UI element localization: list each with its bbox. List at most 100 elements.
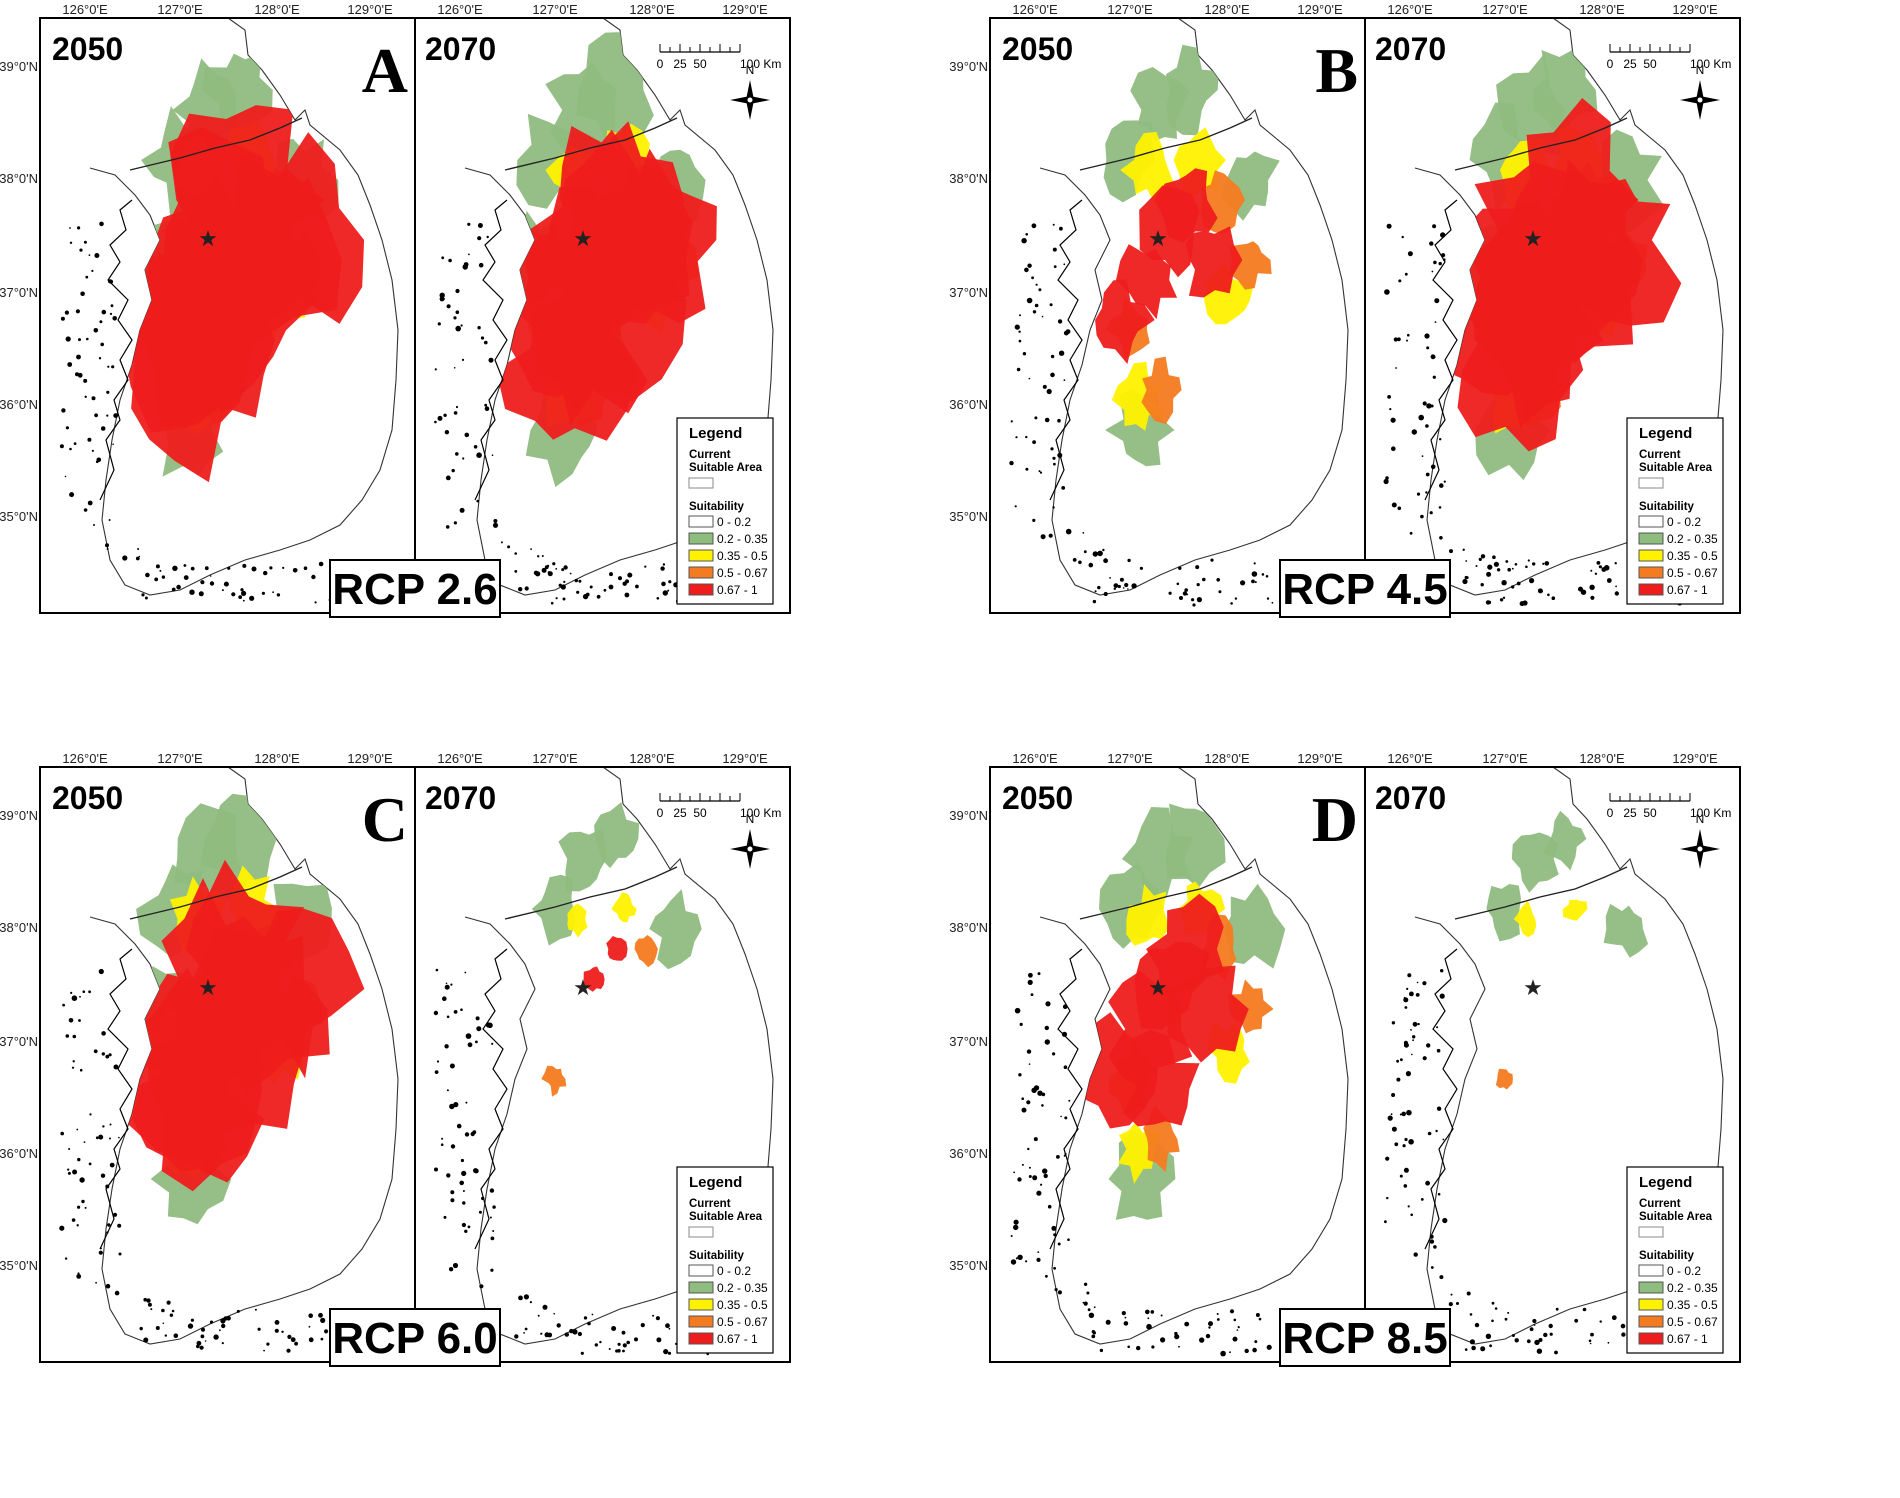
legend-current-label: Suitable Area: [1639, 462, 1713, 474]
latitude-label: 36°0'N: [949, 397, 988, 412]
suitability-red-patch: [177, 960, 305, 1132]
west-coastline: [99, 948, 133, 1250]
legend-suitability-title: Suitability: [689, 1250, 745, 1262]
longitude-label: 127°0'E: [1482, 751, 1528, 766]
legend-class-label: 0.5 - 0.67: [1667, 1315, 1718, 1329]
legend-title: Legend: [1639, 1174, 1692, 1191]
capital-star-marker: ★: [573, 226, 593, 251]
longitude-label: 126°0'E: [437, 751, 483, 766]
legend-class-label: 0.5 - 0.67: [717, 1315, 768, 1329]
latitude-label: 37°0'N: [949, 285, 988, 300]
scale-bar-tick-label: 100 Km: [1690, 806, 1731, 820]
longitude-label: 126°0'E: [62, 751, 108, 766]
dmz-border-line: [129, 866, 303, 920]
panel-d: 126°0'E 127°0'E 128°0'E 129°0'E 126°0'E 127°0…: [949, 749, 1900, 1498]
capital-star-marker: ★: [1523, 226, 1543, 251]
suitability-green-patch: [1224, 883, 1286, 969]
rcp-scenario-text: RCP 4.5: [1282, 565, 1448, 614]
legend-swatch: [688, 515, 714, 528]
longitude-label: 126°0'E: [437, 2, 483, 17]
west-coastline: [1049, 199, 1083, 501]
scale-bar-tick-label: 100 Km: [1690, 57, 1731, 71]
suitability-yellow-patch: [567, 903, 588, 938]
latitude-label: 38°0'N: [0, 171, 38, 186]
capital-star-marker: ★: [1148, 975, 1168, 1000]
latitude-label: 38°0'N: [949, 920, 988, 935]
legend-class-label: 0.5 - 0.67: [717, 566, 768, 580]
korea-map: [59, 766, 399, 1353]
korea-map: [1010, 766, 1349, 1357]
legend-class-label: 0 - 0.2: [717, 1264, 751, 1278]
legend-swatch: [1638, 1264, 1664, 1277]
longitude-label: 129°0'E: [1672, 751, 1718, 766]
legend-current-label: Suitable Area: [689, 1211, 763, 1223]
longitude-label: 127°0'E: [1107, 751, 1153, 766]
longitude-label: 128°0'E: [1204, 751, 1250, 766]
year-label-left: 2050: [52, 780, 123, 816]
legend-suitability-title: Suitability: [689, 501, 745, 513]
scale-bar-tick-label: 25: [1623, 57, 1637, 71]
coastal-islands: [433, 968, 747, 1356]
suitability-orange-patch: [1495, 1068, 1513, 1090]
longitude-label: 126°0'E: [62, 2, 108, 17]
suitability-yellow-patch: [1562, 899, 1588, 921]
legend-class-label: 0.2 - 0.35: [1667, 1281, 1718, 1295]
longitude-label: 128°0'E: [1579, 2, 1625, 17]
longitude-label: 127°0'E: [157, 2, 203, 17]
scale-bar-tick-label: 50: [1643, 806, 1657, 820]
longitude-label: 128°0'E: [1579, 751, 1625, 766]
latitude-label: 35°0'N: [0, 1258, 38, 1273]
longitude-label: 129°0'E: [1297, 2, 1343, 17]
latitude-label: 38°0'N: [0, 920, 38, 935]
coastal-islands: [59, 968, 381, 1353]
west-coastline: [1049, 948, 1083, 1250]
suitability-red-patch: [1116, 244, 1178, 320]
scale-bar-tick-label: 25: [673, 57, 687, 71]
year-label-right: 2070: [1375, 31, 1446, 67]
legend-class-label: 0.5 - 0.67: [1667, 566, 1718, 580]
scale-bar: 0 25 50 100 Km: [657, 44, 781, 71]
panel-letter: D: [1312, 784, 1358, 855]
korea-map: [434, 17, 774, 605]
suitability-red-patch: [1502, 213, 1634, 377]
panel-d-map: 126°0'E 127°0'E 128°0'E 129°0'E 126°0'E 127°0…: [949, 751, 1741, 1367]
scale-bar-tick-label: 25: [673, 806, 687, 820]
panel-a-map: 126°0'E 127°0'E 128°0'E 129°0'E 126°0'E 127°0…: [0, 2, 791, 618]
scale-bar-tick-label: 0: [657, 806, 664, 820]
suitability-green-patch: [1543, 810, 1587, 871]
rcp-scenario-label: RCP 2.6: [329, 559, 501, 618]
north-arrow-label: N: [1696, 63, 1705, 77]
suitability-red-zone: [496, 121, 717, 441]
suitability-red-patch: [1185, 226, 1243, 298]
legend-swatch: [688, 1332, 714, 1345]
scale-bar-tick-label: 0: [1607, 806, 1614, 820]
longitude-label: 127°0'E: [1107, 2, 1153, 17]
suitability-green-patch: [594, 802, 640, 869]
capital-star-marker: ★: [1148, 226, 1168, 251]
year-label-right: 2070: [425, 780, 496, 816]
legend-current-label: Suitable Area: [1639, 1211, 1713, 1223]
suitability-green-patch: [1532, 50, 1598, 138]
suitability-yellow-patch: [611, 892, 637, 923]
panel-b-map: 126°0'E 127°0'E 128°0'E 129°0'E 126°0'E 127°0…: [949, 2, 1741, 618]
coastal-islands: [59, 221, 379, 604]
suitability-orange-patch: [1141, 356, 1182, 425]
capital-star-marker: ★: [198, 975, 218, 1000]
year-label-left: 2050: [1002, 31, 1073, 67]
legend-suitability-title: Suitability: [1639, 1250, 1695, 1262]
rcp-scenario-text: RCP 8.5: [1282, 1314, 1448, 1363]
suitability-red-patch: [1095, 279, 1155, 364]
suitability-green-zone: [531, 802, 702, 970]
suitability-green-patch: [1165, 803, 1226, 889]
north-arrow-icon: N: [1680, 63, 1720, 120]
longitude-label: 127°0'E: [1482, 2, 1528, 17]
suitability-green-patch: [1603, 903, 1649, 958]
dmz-border-line: [129, 117, 303, 171]
west-coastline: [99, 199, 133, 501]
suitability-red-patch: [583, 966, 605, 992]
suitability-yellow-zone: [1513, 899, 1588, 938]
scale-bar-tick-label: 0: [1607, 57, 1614, 71]
scale-bar-tick-label: 50: [693, 57, 707, 71]
suitability-red-patch: [131, 267, 255, 483]
